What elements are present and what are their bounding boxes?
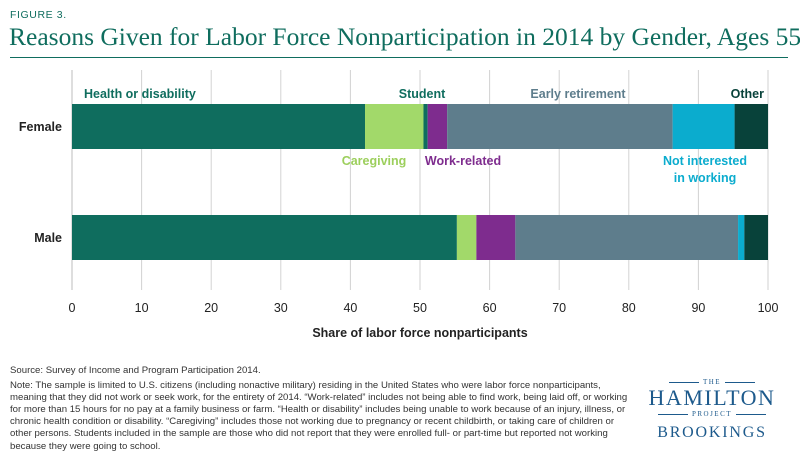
x-tick-label-100: 100 xyxy=(758,301,779,315)
bar-male-health-or-disability xyxy=(72,215,457,260)
source-note: Source: Survey of Income and Program Par… xyxy=(10,365,261,376)
series-label-other: Other xyxy=(731,87,764,101)
series-label-caregiving: Caregiving xyxy=(342,154,407,168)
bar-female-early-retirement xyxy=(447,104,673,149)
x-tick-label-0: 0 xyxy=(69,301,76,315)
x-tick-label-70: 70 xyxy=(552,301,566,315)
series-label-in-working: in working xyxy=(674,171,737,185)
hamilton-project-brookings-logo: THE HAMILTON PROJECT BROOKINGS xyxy=(648,378,776,442)
bar-male-work-related xyxy=(476,215,516,260)
x-tick-label-10: 10 xyxy=(135,301,149,315)
methodology-note: Note: The sample is limited to U.S. citi… xyxy=(10,380,628,452)
bar-male-early-retirement xyxy=(515,215,739,260)
footer: Source: Survey of Income and Program Par… xyxy=(10,365,635,453)
category-label-male: Male xyxy=(34,231,62,245)
series-label-early-retirement: Early retirement xyxy=(530,87,626,101)
x-tick-label-40: 40 xyxy=(343,301,357,315)
series-label-student: Student xyxy=(399,87,446,101)
category-label-female: Female xyxy=(19,120,62,134)
bar-male-not-interested-in-working xyxy=(738,215,745,260)
title-divider xyxy=(10,57,788,58)
x-axis-title: Share of labor force nonparticipants xyxy=(312,326,527,340)
series-label-work-related: Work-related xyxy=(425,154,501,168)
logo-project: PROJECT xyxy=(648,410,776,418)
x-tick-label-80: 80 xyxy=(622,301,636,315)
bar-male-other xyxy=(744,215,768,260)
x-tick-label-50: 50 xyxy=(413,301,427,315)
bar-male-caregiving xyxy=(456,215,477,260)
bar-female-work-related xyxy=(427,104,448,149)
bar-female-other xyxy=(734,104,768,149)
logo-hamilton: HAMILTON xyxy=(648,385,776,410)
x-tick-label-20: 20 xyxy=(204,301,218,315)
logo-the: THE xyxy=(648,378,776,386)
x-tick-label-60: 60 xyxy=(483,301,497,315)
x-tick-label-30: 30 xyxy=(274,301,288,315)
bar-female-not-interested-in-working xyxy=(672,104,735,149)
figure-label: FIGURE 3. xyxy=(10,9,67,21)
bar-female-caregiving xyxy=(365,104,424,149)
x-tick-label-90: 90 xyxy=(691,301,705,315)
chart-title: Reasons Given for Labor Force Nonpartici… xyxy=(9,22,800,51)
bar-female-health-or-disability xyxy=(72,104,366,149)
series-label-not-interested: Not interested xyxy=(663,154,747,168)
bar-female-student xyxy=(423,104,428,149)
series-label-health-or-disability: Health or disability xyxy=(84,87,196,101)
logo-brookings: BROOKINGS xyxy=(657,424,767,441)
stacked-bar-chart: 0 10 20 30 40 50 60 70 80 90 100 Share of labor for… xyxy=(19,70,779,340)
